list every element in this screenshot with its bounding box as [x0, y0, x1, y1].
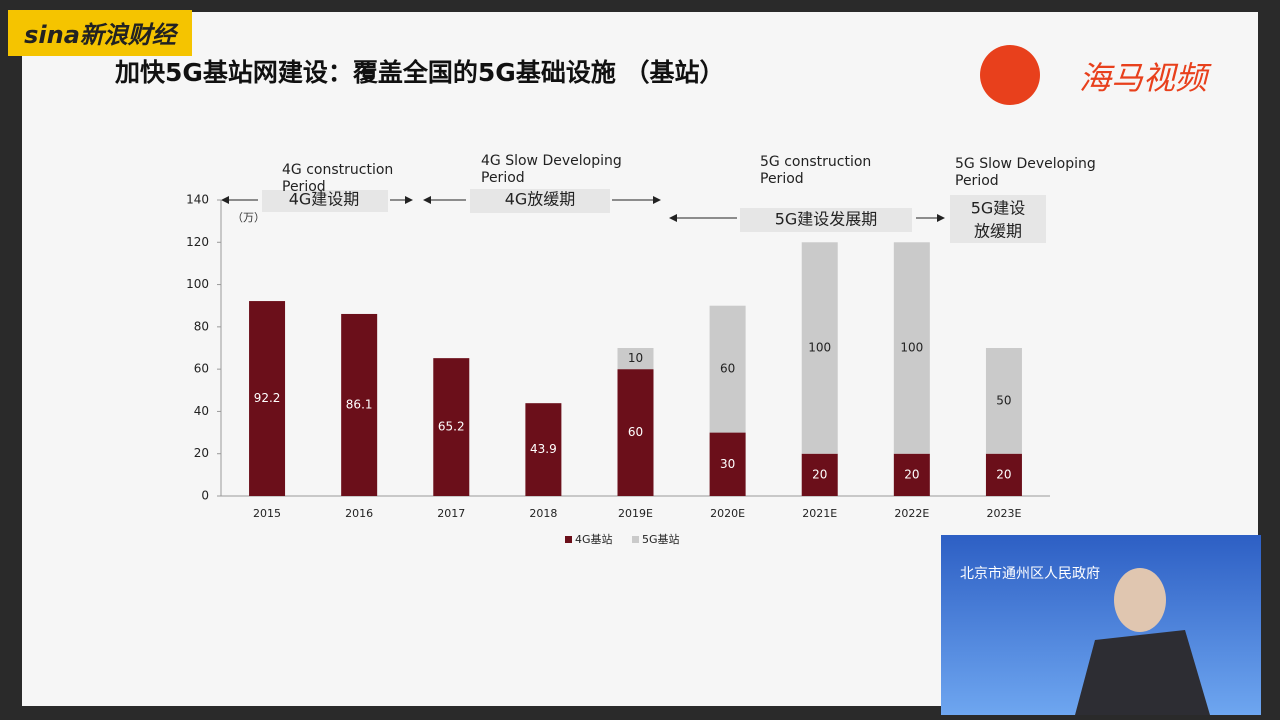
- legend-label: 5G基站: [642, 532, 680, 546]
- bar: [709, 305, 746, 433]
- bar: [249, 301, 286, 496]
- period-zh: 4G放缓期: [505, 190, 576, 209]
- period-en: 4G construction: [282, 162, 393, 178]
- period-en: 4G Slow Developing: [481, 153, 622, 169]
- value-label: 60: [720, 362, 735, 376]
- bar: [893, 453, 930, 496]
- x-tick-label: 2016: [345, 507, 373, 520]
- bar: [709, 432, 746, 496]
- period-zh: 放缓期: [974, 222, 1022, 241]
- x-tick-label: 2022E: [894, 507, 929, 520]
- x-tick-label: 2017: [437, 507, 465, 520]
- logo-right: 海马视频: [1079, 59, 1212, 97]
- x-tick-label: 2019E: [618, 507, 653, 520]
- value-label: 65.2: [438, 420, 465, 434]
- value-label: 92.2: [254, 391, 281, 405]
- period-box: [262, 190, 388, 212]
- period-zh: 4G建设期: [289, 190, 360, 209]
- speaker-body: [1075, 630, 1210, 715]
- legend-swatch: [632, 536, 639, 543]
- period-en: 5G construction: [760, 154, 871, 170]
- value-label: 20: [996, 467, 1011, 481]
- value-label: 10: [628, 351, 643, 365]
- inset-caption: 北京市通州区人民政府: [960, 565, 1100, 582]
- bar: [433, 358, 470, 496]
- value-label: 100: [808, 341, 831, 355]
- legend-label: 4G基站: [575, 532, 613, 546]
- bar: [801, 242, 838, 454]
- period-box: [470, 189, 610, 213]
- period-en: 5G Slow Developing: [955, 156, 1096, 172]
- y-tick-label: 60: [194, 362, 209, 376]
- logo-icon: [980, 45, 1040, 105]
- period-box: [740, 208, 912, 232]
- x-tick-label: 2018: [529, 507, 557, 520]
- bar: [801, 453, 838, 496]
- y-tick-label: 40: [194, 404, 209, 418]
- value-label: 60: [628, 425, 643, 439]
- chart-title: 加快5G基站网建设：覆盖全国的5G基础设施 （基站）: [114, 58, 725, 87]
- period-en: Period: [955, 173, 999, 189]
- value-label: 30: [720, 457, 735, 471]
- period-en: Period: [481, 170, 525, 186]
- value-label: 100: [900, 341, 923, 355]
- period-zh: 5G建设: [971, 199, 1026, 218]
- legend-swatch: [565, 536, 572, 543]
- speaker-head: [1114, 568, 1166, 632]
- logo-left: sina新浪财经: [24, 21, 179, 49]
- period-en: Period: [282, 179, 326, 195]
- value-label: 20: [812, 467, 827, 481]
- y-tick-label: 140: [186, 193, 209, 207]
- value-label: 50: [996, 393, 1011, 407]
- bar: [617, 369, 654, 496]
- value-label: 43.9: [530, 442, 557, 456]
- bar: [617, 348, 654, 370]
- bar: [341, 313, 378, 496]
- x-tick-label: 2021E: [802, 507, 837, 520]
- bar: [985, 348, 1022, 454]
- period-en: Period: [760, 171, 804, 187]
- logo-bg: [8, 10, 192, 56]
- unit-label: （万）: [232, 211, 265, 224]
- bar: [985, 453, 1022, 496]
- period-zh: 5G建设发展期: [775, 210, 878, 229]
- y-tick-label: 120: [186, 235, 209, 249]
- y-tick-label: 20: [194, 446, 209, 460]
- value-label: 20: [904, 467, 919, 481]
- period-box: [950, 195, 1046, 243]
- y-tick-label: 0: [201, 489, 209, 503]
- x-tick-label: 2023E: [986, 507, 1021, 520]
- y-tick-label: 100: [186, 277, 209, 291]
- bar: [893, 242, 930, 454]
- y-tick-label: 80: [194, 319, 209, 333]
- value-label: 86.1: [346, 397, 373, 411]
- bar: [525, 403, 562, 496]
- x-tick-label: 2020E: [710, 507, 745, 520]
- x-tick-label: 2015: [253, 507, 281, 520]
